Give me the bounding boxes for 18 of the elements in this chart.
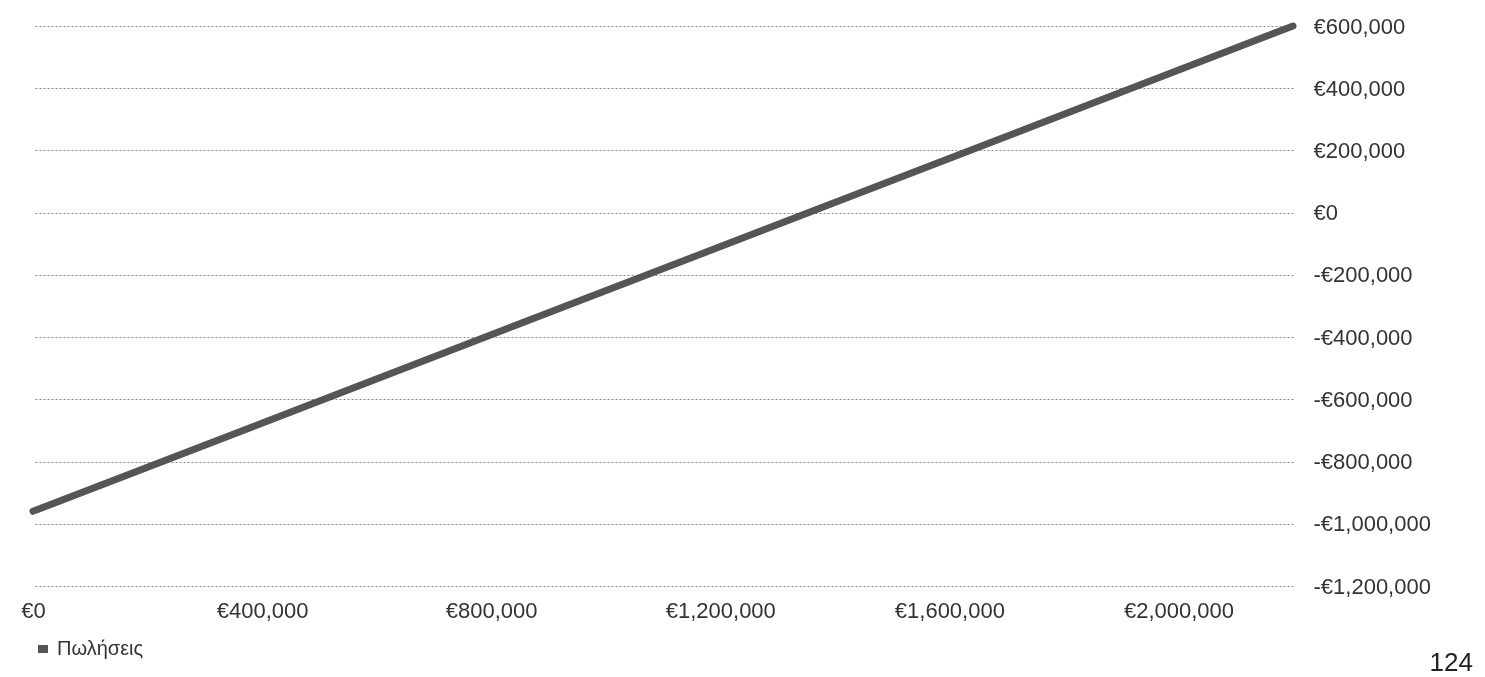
x-tick-label: €1,200,000 [665, 597, 776, 623]
x-tick-label: €2,000,000 [1123, 597, 1235, 623]
x-tick-label: €0 [21, 597, 46, 623]
y-tick-label: -€1,000,000 [1313, 511, 1431, 537]
x-tick-label: €400,000 [216, 597, 309, 623]
y-tick-label: €0 [1313, 200, 1338, 226]
y-tick-label: -€800,000 [1313, 449, 1413, 475]
y-tick-label: €600,000 [1313, 13, 1406, 39]
x-tick-label: €1,600,000 [894, 597, 1005, 623]
x-tick-label: €800,000 [445, 597, 538, 623]
y-tick-label: €200,000 [1313, 137, 1406, 163]
y-tick-label: -€600,000 [1313, 386, 1413, 412]
y-tick-label: €400,000 [1313, 75, 1406, 101]
y-tick-label: -€1,200,000 [1313, 573, 1431, 599]
y-tick-label: -€200,000 [1313, 262, 1413, 288]
legend-label: Πωλήσεις [57, 637, 144, 659]
y-tick-label: -€400,000 [1313, 324, 1413, 350]
text: 124 [1429, 647, 1473, 677]
